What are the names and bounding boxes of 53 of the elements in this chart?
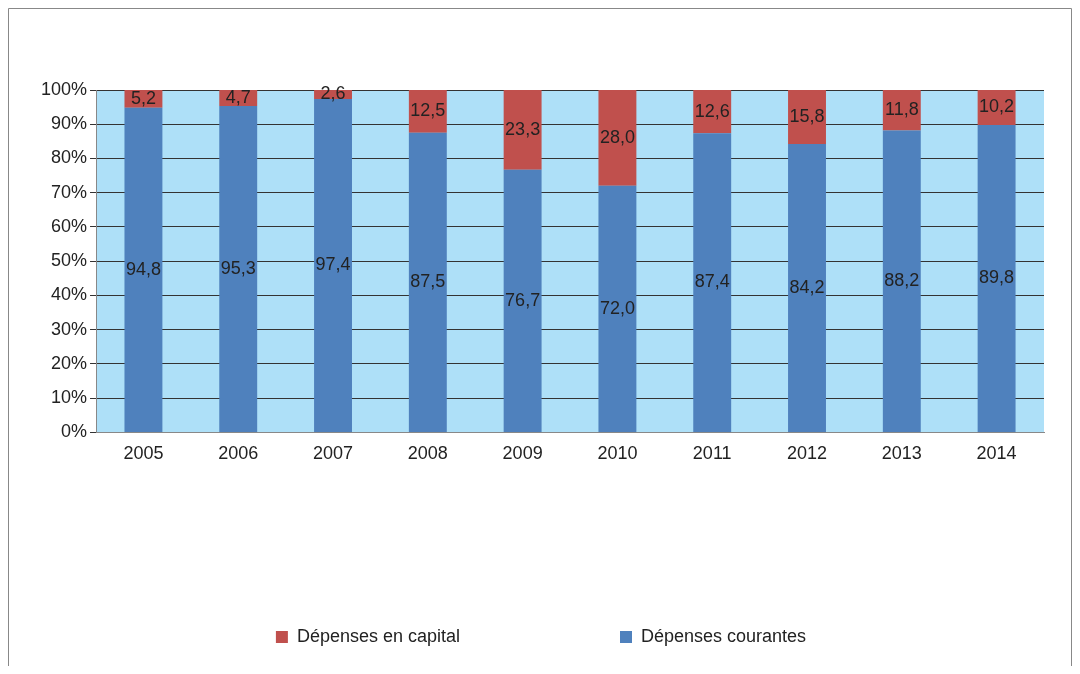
data-label: 88,2 (884, 270, 920, 291)
data-label: 97,4 (315, 254, 351, 275)
legend-label: Dépenses en capital (296, 625, 460, 646)
legend-label: Dépenses courantes (641, 625, 807, 646)
bar (598, 185, 637, 432)
y-tick-label: 70% (51, 181, 88, 202)
x-tick-label: 2005 (123, 443, 164, 464)
bar (503, 90, 542, 170)
bar (977, 124, 1016, 432)
x-tick-label: 2008 (407, 443, 448, 464)
x-tick-label: 2013 (881, 443, 922, 464)
y-tick-label: 90% (51, 113, 88, 134)
y-tick-label: 40% (51, 284, 88, 305)
data-label: 76,7 (505, 289, 541, 310)
bar (503, 169, 542, 432)
y-tick-label: 20% (51, 352, 88, 373)
x-tick-label: 2007 (313, 443, 354, 464)
y-tick-label: 10% (51, 387, 88, 408)
bar (219, 106, 258, 432)
bar (598, 90, 637, 186)
x-tick-label: 2011 (692, 443, 732, 464)
y-tick-label: 0% (61, 421, 88, 442)
y-tick-label: 60% (51, 215, 88, 236)
data-label: 95,3 (220, 257, 256, 278)
x-tick-label: 2006 (218, 443, 259, 464)
data-label: 23,3 (505, 118, 541, 139)
data-label: 72,0 (599, 297, 635, 318)
bar (788, 144, 826, 432)
x-tick-label: 2012 (786, 443, 828, 464)
y-tick-label: 50% (51, 250, 88, 271)
x-tick-label: 2010 (597, 443, 638, 464)
data-label: 12,5 (410, 100, 446, 121)
data-label: 15,8 (789, 106, 825, 127)
data-label: 94,8 (125, 258, 161, 279)
data-label: 87,4 (694, 271, 730, 292)
y-tick-label: 100% (40, 78, 88, 99)
bar (124, 107, 163, 432)
bar (882, 130, 921, 432)
bar (408, 132, 447, 432)
data-label: 84,2 (789, 276, 825, 297)
data-label: 28,0 (599, 126, 635, 147)
y-tick-label: 80% (51, 147, 88, 168)
bar (693, 133, 732, 432)
y-tick-label: 30% (51, 318, 88, 339)
data-label: 5,2 (130, 87, 156, 108)
data-label: 11,8 (884, 99, 919, 120)
x-tick-label: 2009 (502, 443, 543, 464)
data-label: 12,6 (694, 100, 730, 121)
data-label: 87,5 (410, 271, 446, 292)
data-label: 89,8 (979, 267, 1015, 288)
data-label: 10,2 (979, 96, 1015, 117)
x-tick-label: 2014 (976, 443, 1017, 464)
data-label: 4,7 (225, 87, 251, 108)
